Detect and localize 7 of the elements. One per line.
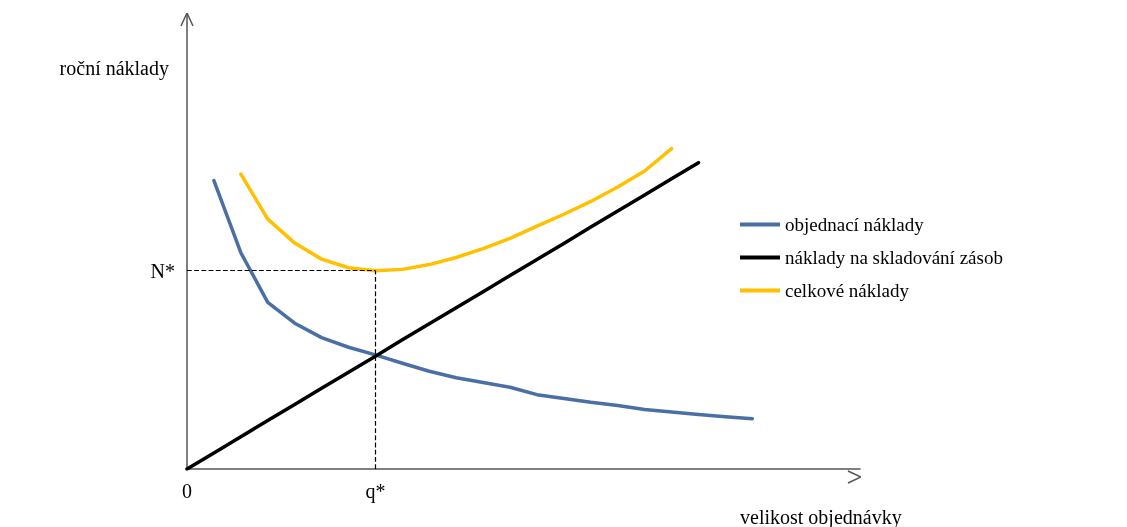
legend-label: náklady na skladování zásob: [785, 247, 1003, 268]
x-tick-label: 0: [182, 480, 192, 502]
legend-label: celkové náklady: [785, 280, 910, 301]
legend-label: objednací náklady: [785, 214, 925, 235]
y-axis-title: roční náklady: [59, 57, 169, 80]
x-tick-label: q*: [365, 480, 386, 503]
ref-line-label: N*: [150, 259, 175, 282]
